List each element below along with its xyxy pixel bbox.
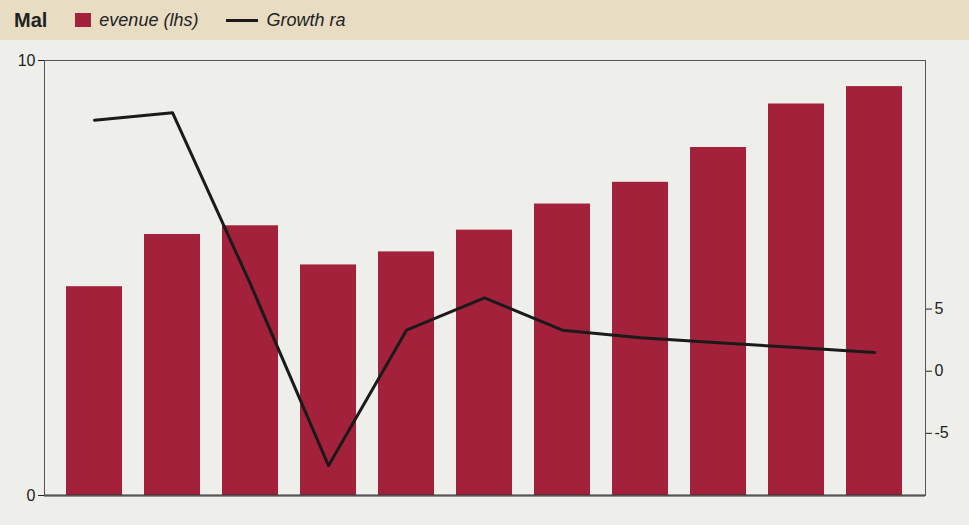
svg-text:-5: -5	[935, 424, 949, 441]
html-text:Growth ra: Growth ra	[266, 9, 346, 30]
svg-text:0: 0	[27, 487, 36, 504]
html-text:Mal: Mal	[14, 8, 48, 31]
svg-text:10: 10	[18, 52, 36, 69]
svg-text:5: 5	[935, 300, 944, 317]
svg-text:0: 0	[935, 362, 944, 379]
html-text:evenue (lhs): evenue (lhs)	[99, 9, 199, 30]
